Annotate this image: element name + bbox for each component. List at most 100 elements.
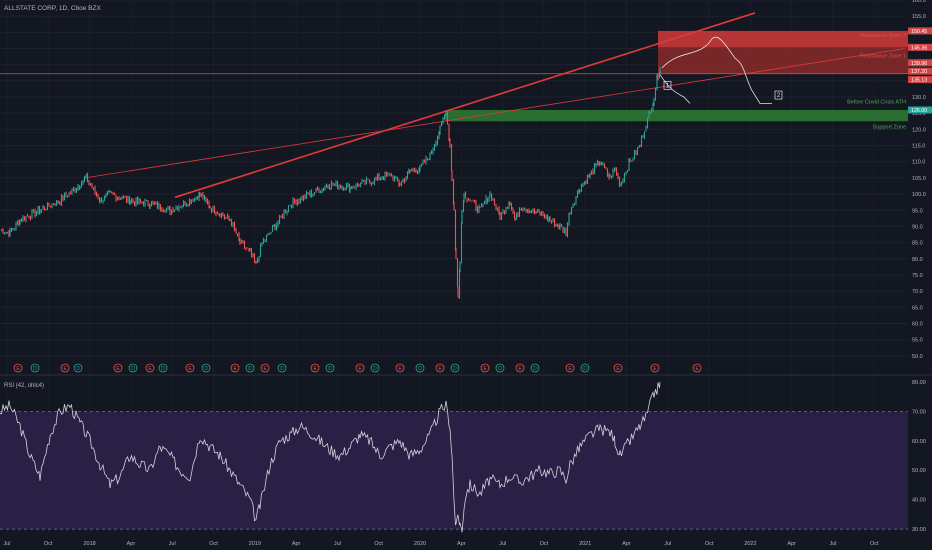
event-marker[interactable] [480, 363, 490, 373]
price-tick-label: 50.0 [912, 354, 923, 360]
event-marker[interactable] [277, 363, 287, 373]
event-marker[interactable] [113, 363, 123, 373]
event-marker-letter: D [161, 366, 165, 372]
event-marker-letter: D [418, 366, 422, 372]
zone-3 [445, 109, 908, 122]
zone-label: Support Zone [873, 124, 906, 130]
event-marker-letter: D [131, 366, 135, 372]
event-marker[interactable] [13, 363, 23, 373]
price-label: 137.20 [911, 69, 927, 75]
price-tick-label: 110.0 [912, 160, 925, 166]
time-axis[interactable]: Jul Oct 2018 Apr Jul Oct 2019 Apr Jul Oct 2020 Apr J… [3, 541, 879, 547]
event-marker[interactable] [260, 363, 270, 373]
event-marker[interactable] [158, 363, 168, 373]
event-marker-letter: E [16, 366, 20, 372]
trend-lines [84, 12, 906, 199]
event-marker[interactable] [73, 363, 83, 373]
event-marker[interactable] [185, 363, 195, 373]
rsi-pane [0, 381, 908, 533]
event-marker-letter: D [583, 366, 587, 372]
price-label-box [908, 106, 932, 114]
event-marker[interactable] [145, 363, 155, 373]
event-marker[interactable] [613, 363, 623, 373]
time-tick-label: Jul [169, 541, 176, 547]
time-tick-label: Jul [829, 541, 836, 547]
event-marker[interactable] [245, 363, 255, 373]
event-marker-letter: E [483, 366, 487, 372]
price-labels: 150.45 145.36 139.96 137.20 135.13 126.00 [908, 27, 932, 114]
time-tick-label: Oct [209, 541, 218, 547]
price-tick-label: 80.0 [912, 257, 923, 263]
event-marker[interactable] [395, 363, 405, 373]
event-marker-letter: E [398, 366, 402, 372]
event-marker[interactable] [60, 363, 70, 373]
rsi-tick-label: 30.00 [912, 527, 926, 533]
event-marker-letter: D [498, 366, 502, 372]
time-tick-label: 2018 [83, 541, 95, 547]
zone-1 [658, 47, 908, 74]
price-tick-label: 125.0 [912, 111, 926, 117]
time-tick-label: Apr [292, 541, 301, 547]
rsi-line [0, 381, 661, 533]
event-marker[interactable] [325, 363, 335, 373]
time-tick-label: 2022 [744, 541, 756, 547]
rsi-tick-label: 80.00 [912, 380, 926, 386]
event-marker[interactable] [530, 363, 540, 373]
price-tick-label: 155.0 [912, 14, 926, 20]
projection-marker: 1 [666, 83, 670, 89]
projection-paths: 12 [659, 36, 783, 104]
price-tick-label: 65.0 [912, 305, 923, 311]
event-marker[interactable] [128, 363, 138, 373]
price-tick-label: 160.0 [912, 0, 926, 4]
zone-label: Resistance Zone 1 [860, 54, 906, 60]
price-series [0, 66, 661, 300]
event-marker-letter: E [653, 366, 657, 372]
event-marker[interactable] [201, 363, 211, 373]
event-marker-letter: E [358, 366, 362, 372]
event-marker-letter: D [533, 366, 537, 372]
price-tick-label: 130.0 [912, 95, 926, 101]
price-tick-label: 55.0 [912, 338, 923, 344]
time-tick-label: Apr [127, 541, 136, 547]
event-marker[interactable] [370, 363, 380, 373]
price-label-box [908, 43, 932, 51]
event-marker[interactable] [692, 363, 702, 373]
price-tick-label: 100.0 [912, 192, 926, 198]
price-tick-label: 75.0 [912, 273, 923, 279]
price-label-box [908, 59, 932, 67]
price-tick-label: 70.0 [912, 289, 923, 295]
time-tick-label: Oct [44, 541, 53, 547]
event-marker[interactable] [355, 363, 365, 373]
event-marker[interactable] [450, 363, 460, 373]
event-marker[interactable] [230, 363, 240, 373]
event-marker[interactable] [30, 363, 40, 373]
event-marker-letter: E [148, 366, 152, 372]
event-marker-letter: D [33, 366, 37, 372]
event-marker[interactable] [515, 363, 525, 373]
rsi-tick-label: 70.00 [912, 409, 926, 415]
event-marker-letter: E [263, 366, 267, 372]
event-marker-letter: E [116, 366, 120, 372]
event-marker[interactable] [415, 363, 425, 373]
price-tick-label: 105.0 [912, 176, 926, 182]
event-marker[interactable] [565, 363, 575, 373]
event-marker-letter: D [328, 366, 332, 372]
projection-marker-box [774, 90, 783, 100]
rsi-tick-label: 40.00 [912, 498, 926, 504]
price-label-box [908, 27, 932, 35]
event-marker-letter: E [313, 366, 317, 372]
event-marker[interactable] [495, 363, 505, 373]
rsi-axis[interactable]: 30.00 40.00 50.00 60.00 70.00 80.00 [912, 380, 926, 533]
event-marker-letter: D [248, 366, 252, 372]
event-marker-letter: E [568, 366, 572, 372]
event-marker[interactable] [580, 363, 590, 373]
price-label: 139.96 [911, 61, 927, 67]
price-label-box [908, 76, 932, 84]
event-marker[interactable] [435, 363, 445, 373]
zone-0 [658, 30, 908, 48]
event-marker-letter: D [204, 366, 208, 372]
event-marker[interactable] [310, 363, 320, 373]
event-marker[interactable] [650, 363, 660, 373]
